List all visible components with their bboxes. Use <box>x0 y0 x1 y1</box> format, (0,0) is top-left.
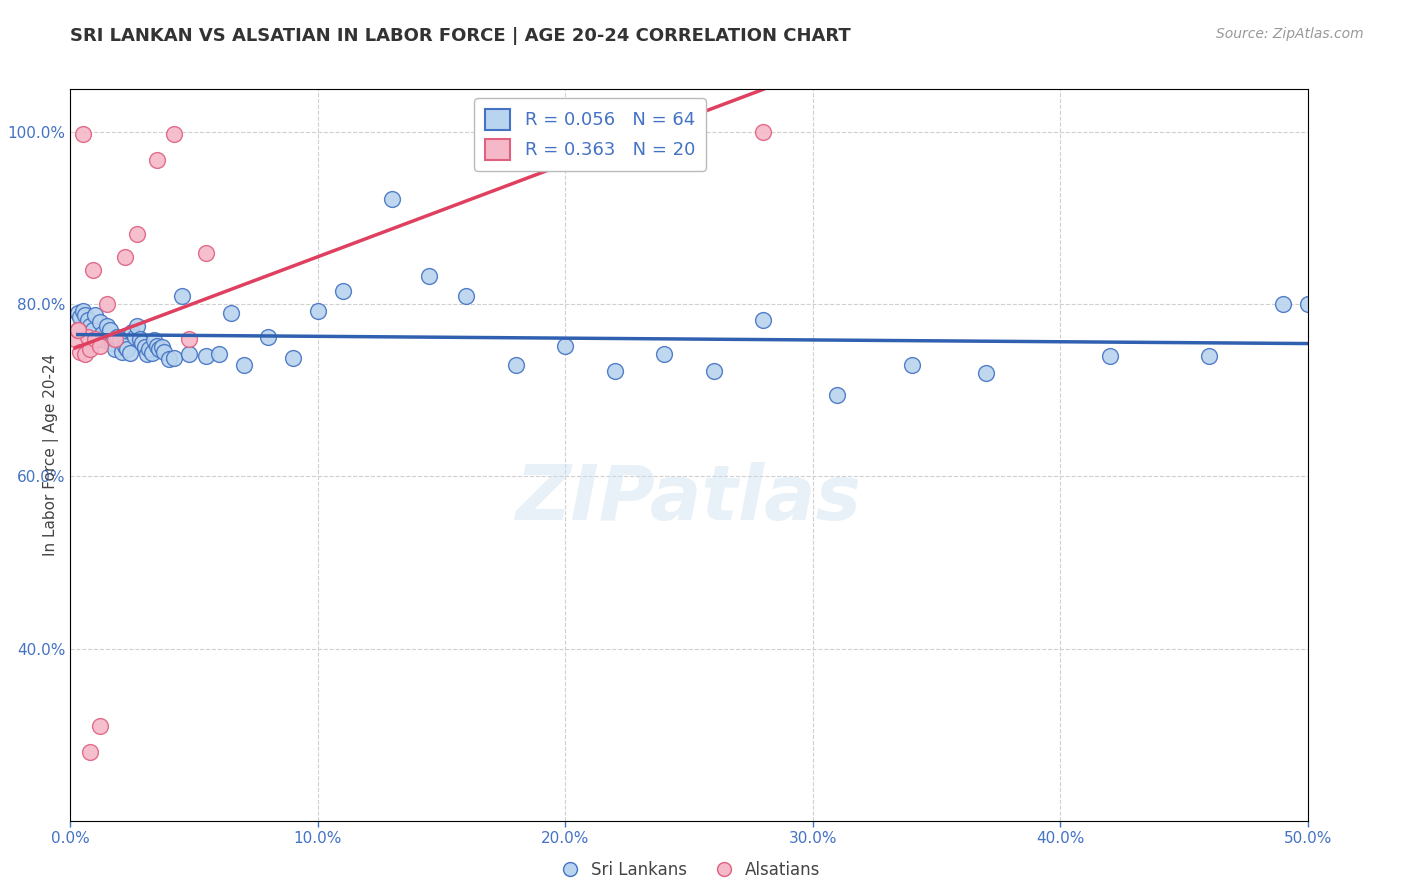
Point <box>150 340 173 354</box>
Legend: Sri Lankans, Alsatians: Sri Lankans, Alsatians <box>551 855 827 886</box>
Point <box>89 719 111 733</box>
Point <box>82 263 104 277</box>
Point <box>86 332 108 346</box>
Point <box>505 358 527 372</box>
Point <box>69 344 91 359</box>
Point <box>108 334 131 348</box>
Point <box>752 313 775 327</box>
Point <box>381 192 404 206</box>
Point <box>75 308 97 322</box>
Point <box>111 344 134 359</box>
Point <box>127 227 149 241</box>
Point <box>703 364 725 378</box>
Point <box>76 330 98 344</box>
Point <box>115 342 138 356</box>
Point <box>134 340 156 354</box>
Point <box>72 127 94 141</box>
Point <box>75 347 97 361</box>
Point <box>72 304 94 318</box>
Point <box>89 338 111 352</box>
Point <box>96 318 118 333</box>
Point <box>66 306 89 320</box>
Text: ZIPatlas: ZIPatlas <box>516 462 862 536</box>
Point <box>66 323 89 337</box>
Point <box>104 332 127 346</box>
Point <box>84 308 107 322</box>
Point <box>146 153 169 167</box>
Y-axis label: In Labor Force | Age 20-24: In Labor Force | Age 20-24 <box>44 354 59 556</box>
Point <box>177 332 200 346</box>
Point <box>69 310 91 325</box>
Point <box>153 344 176 359</box>
Point <box>827 387 849 401</box>
Point <box>84 332 107 346</box>
Point <box>195 245 218 260</box>
Point <box>974 366 997 380</box>
Point <box>121 325 143 339</box>
Point <box>554 338 576 352</box>
Point <box>101 336 124 351</box>
Point <box>1296 297 1319 311</box>
Point <box>131 336 153 351</box>
Point <box>163 127 186 141</box>
Point <box>94 334 117 348</box>
Point <box>124 330 146 344</box>
Point <box>98 323 121 337</box>
Point <box>752 125 775 139</box>
Point <box>418 268 440 283</box>
Point <box>79 342 101 356</box>
Point <box>146 338 169 352</box>
Point <box>127 318 149 333</box>
Point <box>163 351 186 365</box>
Point <box>65 332 87 346</box>
Point <box>79 745 101 759</box>
Point <box>456 289 478 303</box>
Point <box>143 334 166 348</box>
Point <box>195 349 218 363</box>
Point <box>114 250 136 264</box>
Point <box>1098 349 1121 363</box>
Point <box>118 345 141 359</box>
Point <box>232 358 254 372</box>
Point <box>105 330 128 344</box>
Point <box>281 351 304 365</box>
Point <box>79 318 101 333</box>
Point <box>136 347 159 361</box>
Point <box>177 347 200 361</box>
Point <box>157 351 180 366</box>
Text: Source: ZipAtlas.com: Source: ZipAtlas.com <box>1216 27 1364 41</box>
Point <box>257 330 280 344</box>
Point <box>1271 297 1294 311</box>
Point <box>91 327 114 342</box>
Point <box>208 347 231 361</box>
Point <box>652 347 675 361</box>
Point <box>332 285 354 299</box>
Point <box>603 364 626 378</box>
Point <box>219 306 242 320</box>
Point <box>96 297 118 311</box>
Point <box>128 332 150 346</box>
Point <box>114 338 136 352</box>
Point <box>104 342 127 356</box>
Text: SRI LANKAN VS ALSATIAN IN LABOR FORCE | AGE 20-24 CORRELATION CHART: SRI LANKAN VS ALSATIAN IN LABOR FORCE | … <box>70 27 851 45</box>
Point <box>76 313 98 327</box>
Point <box>1198 349 1220 363</box>
Point <box>141 345 163 359</box>
Point <box>66 323 89 337</box>
Point <box>82 323 104 337</box>
Point <box>170 289 193 303</box>
Point <box>900 358 922 372</box>
Point <box>148 342 170 356</box>
Point <box>89 314 111 328</box>
Point <box>307 304 329 318</box>
Point <box>138 342 160 356</box>
